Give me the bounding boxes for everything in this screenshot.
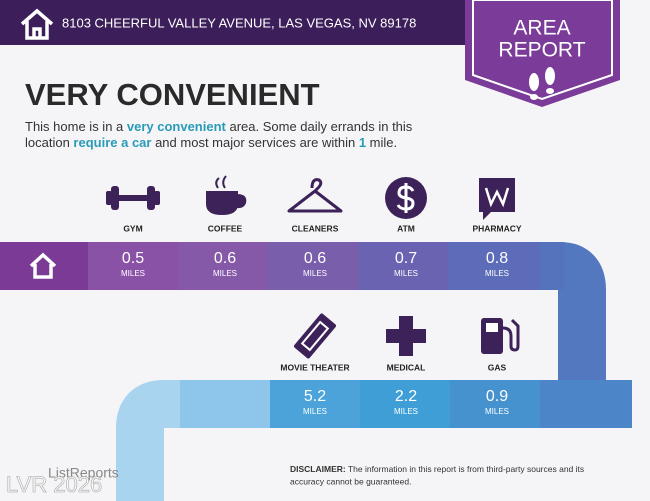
service-icon [385,177,427,219]
icon-part [386,316,426,356]
band-segment [180,380,272,428]
icon-part [206,191,247,216]
icon-part [111,186,119,210]
band-segment [448,242,540,290]
footprints-icon [529,67,555,100]
icon-part [154,191,160,205]
service-distance: 0.9 [486,388,508,405]
icon-part [147,186,155,210]
service-unit: MILES [394,407,418,416]
highlight: 1 [359,135,366,150]
band-segment [540,242,564,290]
service-label: MOVIE THEATER [280,362,349,372]
badge-text: REPORT [498,39,585,62]
highlight: very convenient [127,119,227,134]
band-segment [270,380,362,428]
watermark: LVR 2026 [6,472,102,497]
logo: ListReports [48,465,119,481]
icon-part [287,178,343,213]
icon-part [502,318,520,352]
band-segment [450,380,542,428]
icon-part [486,323,498,332]
service-distance: 0.7 [395,250,417,267]
disclaimer: DISCLAIMER: The information in this repo… [290,464,584,474]
band-segment [0,242,88,290]
service-label: PHARMACY [472,223,521,233]
service-icon [481,318,520,354]
highlight: require a car [73,135,151,150]
title: VERY CONVENIENT [25,77,320,112]
service-label: COFFEE [208,223,243,233]
badge-text: AREA [513,17,570,40]
service-distance: 0.5 [122,250,144,267]
service-unit: MILES [121,269,145,278]
text: mile. [366,135,397,150]
address: 8103 CHEERFUL VALLEY AVENUE, LAS VEGAS, … [62,15,416,30]
disclaimer-text: accuracy cannot be guaranteed. [290,476,411,486]
service-icon [479,178,515,220]
home-icon [20,8,54,40]
icon-part [119,195,147,201]
service-distance: 5.2 [304,388,326,405]
band-segment [268,242,360,290]
service-label: MEDICAL [387,362,426,372]
service-distance: 2.2 [395,388,417,405]
icon-part [396,183,415,213]
service-label: GAS [488,362,507,372]
icon-part [106,191,112,205]
text: This home is in a [25,119,127,134]
text: area. Some daily errands in this [226,119,413,134]
service-label: CLEANERS [292,223,339,233]
band-segment [358,242,450,290]
header-band [0,0,465,45]
icon-part [300,320,330,352]
text: and most major services are within [151,135,358,150]
icon-part [479,178,515,220]
band-segment [178,242,270,290]
band-segment [360,380,452,428]
service-unit: MILES [485,407,509,416]
service-icon [206,175,247,216]
icon-part [294,313,336,359]
service-distance: 0.6 [304,250,326,267]
service-label: GYM [123,223,142,233]
icon-part [484,187,510,208]
service-icon [106,186,160,210]
band-segment [540,380,632,428]
disclaimer-text: The information in this report is from t… [346,464,584,474]
description-line: location require a car and most major se… [25,135,397,150]
disclaimer-label: DISCLAIMER: [290,464,346,474]
service-icon [386,316,426,356]
service-unit: MILES [303,269,327,278]
service-unit: MILES [303,407,327,416]
text: location [25,135,73,150]
description-line: This home is in a very convenient area. … [25,119,413,134]
home-icon [29,252,57,279]
service-unit: MILES [394,269,418,278]
service-unit: MILES [213,269,237,278]
badge-border [472,0,613,101]
service-distance: 0.8 [486,250,508,267]
description: This home is in a very convenient area. … [25,119,413,150]
service-label: ATM [397,223,415,233]
service-distance: 0.6 [214,250,236,267]
band-segment [88,242,180,290]
service-icon [294,313,336,359]
service-unit: MILES [485,269,509,278]
badge [465,0,620,107]
service-icon [287,178,343,213]
icon-part [215,175,227,189]
